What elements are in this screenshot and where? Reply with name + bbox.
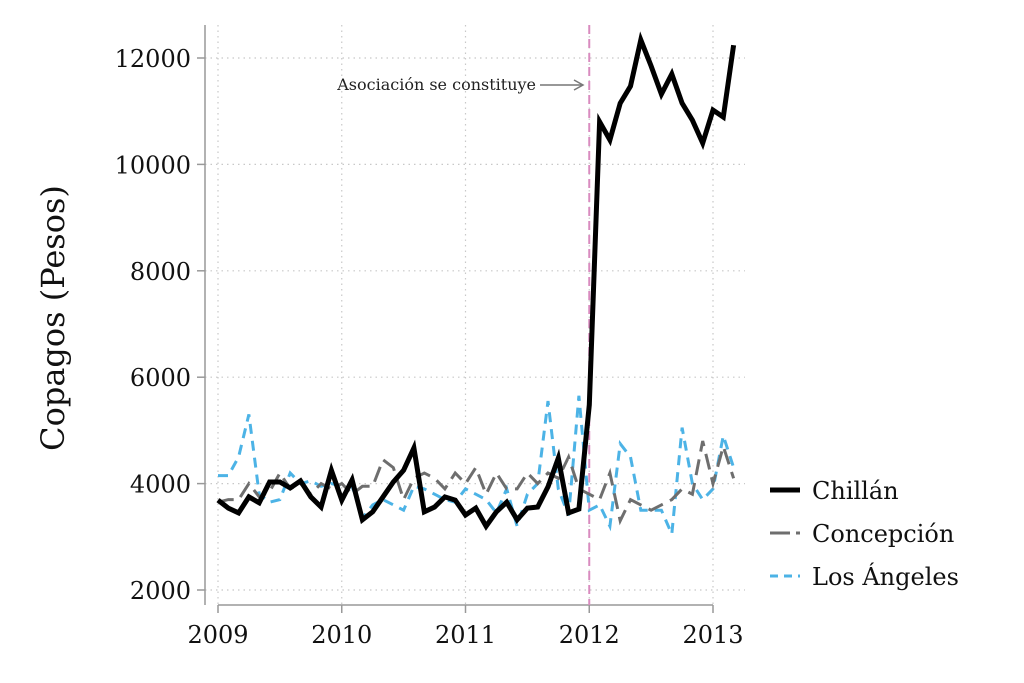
y-tick-label: 12000 bbox=[115, 45, 191, 73]
y-tick-label: 10000 bbox=[115, 151, 191, 179]
y-tick-label: 6000 bbox=[130, 364, 191, 392]
y-tick-label: 2000 bbox=[130, 577, 191, 605]
x-tick-label: 2011 bbox=[435, 621, 496, 649]
y-tick-label: 8000 bbox=[130, 258, 191, 286]
annotation-text: Asociación se constituye bbox=[336, 75, 536, 94]
legend-label: Chillán bbox=[812, 477, 899, 505]
x-tick-label: 2009 bbox=[187, 621, 248, 649]
legend-label: Los Ángeles bbox=[812, 562, 959, 591]
legend: Chillán Concepción Los Ángeles bbox=[770, 477, 959, 591]
axes: 2000 4000 6000 8000 10000 12000 2009 2010 2011 20… bbox=[115, 25, 744, 649]
legend-label: Concepción bbox=[812, 520, 954, 548]
series-line-chillan bbox=[216, 31, 737, 531]
y-tick-label: 4000 bbox=[130, 471, 191, 499]
annotation-arrowhead bbox=[573, 79, 585, 91]
series-line-los-angeles bbox=[218, 395, 736, 541]
x-tick-label: 2010 bbox=[311, 621, 372, 649]
x-tick-label: 2012 bbox=[559, 621, 620, 649]
annotation: Asociación se constituye bbox=[336, 25, 591, 605]
x-tick-label: 2013 bbox=[682, 621, 743, 649]
series-lines bbox=[216, 31, 737, 541]
grid bbox=[205, 25, 745, 605]
y-axis-label: Copagos (Pesos) bbox=[34, 185, 72, 451]
